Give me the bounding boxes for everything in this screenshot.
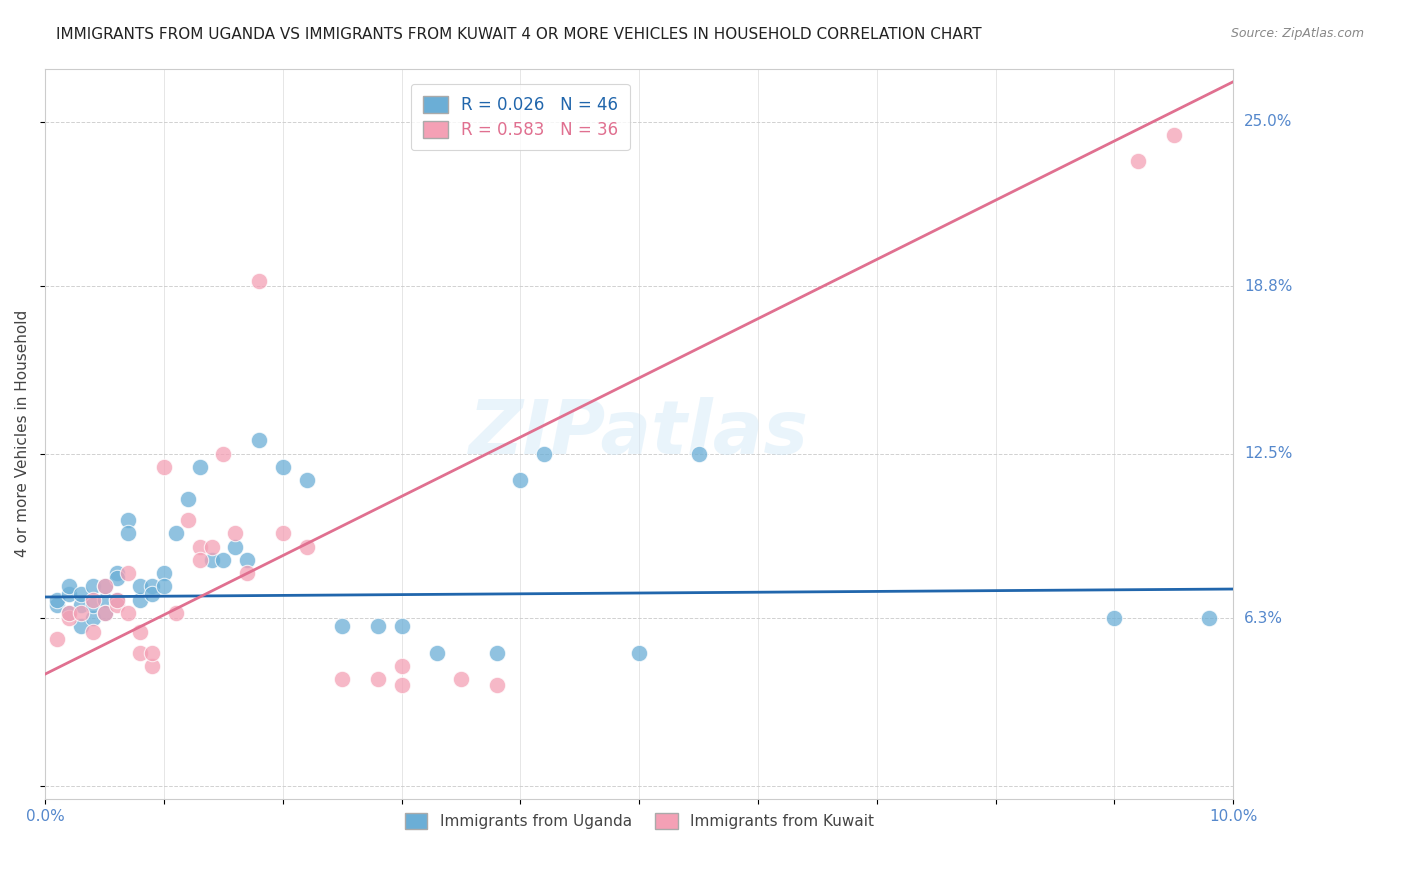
Point [271, 526, 294, 541]
Point [391, 659, 413, 673]
Point [153, 459, 176, 474]
Point [188, 553, 211, 567]
Point [82, 579, 104, 593]
Point [1198, 611, 1220, 625]
Point [165, 606, 187, 620]
Point [105, 592, 128, 607]
Point [93, 592, 115, 607]
Point [141, 646, 163, 660]
Point [247, 434, 270, 448]
Point [129, 579, 152, 593]
Point [628, 646, 651, 660]
Point [70, 598, 93, 612]
Legend: Immigrants from Uganda, Immigrants from Kuwait: Immigrants from Uganda, Immigrants from … [398, 806, 880, 835]
Point [367, 619, 389, 633]
Point [224, 526, 246, 541]
Point [367, 673, 389, 687]
Point [82, 611, 104, 625]
Point [129, 646, 152, 660]
Point [93, 606, 115, 620]
Point [58, 587, 80, 601]
Point [117, 513, 139, 527]
Point [58, 611, 80, 625]
Point [93, 579, 115, 593]
Point [688, 447, 710, 461]
Point [1163, 128, 1185, 142]
Text: IMMIGRANTS FROM UGANDA VS IMMIGRANTS FROM KUWAIT 4 OR MORE VEHICLES IN HOUSEHOLD: IMMIGRANTS FROM UGANDA VS IMMIGRANTS FRO… [56, 27, 981, 42]
Point [82, 624, 104, 639]
Point [105, 592, 128, 607]
Point [485, 646, 508, 660]
Point [105, 598, 128, 612]
Point [93, 606, 115, 620]
Point [70, 606, 93, 620]
Point [485, 678, 508, 692]
Text: ZIPatlas: ZIPatlas [470, 397, 810, 470]
Point [533, 447, 555, 461]
Point [236, 553, 259, 567]
Point [70, 619, 93, 633]
Text: 18.8%: 18.8% [1244, 279, 1292, 293]
Point [509, 473, 531, 487]
Point [93, 579, 115, 593]
Point [271, 459, 294, 474]
Point [1104, 611, 1126, 625]
Text: 6.3%: 6.3% [1244, 611, 1284, 626]
Point [330, 673, 353, 687]
Point [58, 606, 80, 620]
Point [330, 619, 353, 633]
Point [117, 526, 139, 541]
Text: Source: ZipAtlas.com: Source: ZipAtlas.com [1230, 27, 1364, 40]
Point [117, 606, 139, 620]
Point [295, 473, 318, 487]
Point [105, 571, 128, 585]
Point [141, 579, 163, 593]
Point [224, 540, 246, 554]
Point [200, 553, 222, 567]
Point [117, 566, 139, 580]
Point [82, 592, 104, 607]
Point [70, 587, 93, 601]
Point [129, 624, 152, 639]
Point [141, 587, 163, 601]
Point [105, 566, 128, 580]
Point [82, 598, 104, 612]
Text: 25.0%: 25.0% [1244, 114, 1292, 129]
Point [129, 592, 152, 607]
Text: 12.5%: 12.5% [1244, 446, 1292, 461]
Point [177, 491, 200, 506]
Point [46, 598, 69, 612]
Y-axis label: 4 or more Vehicles in Household: 4 or more Vehicles in Household [15, 310, 30, 558]
Point [295, 540, 318, 554]
Point [391, 619, 413, 633]
Point [188, 540, 211, 554]
Point [200, 540, 222, 554]
Point [46, 632, 69, 647]
Point [188, 459, 211, 474]
Point [212, 553, 235, 567]
Point [153, 579, 176, 593]
Point [165, 526, 187, 541]
Point [141, 659, 163, 673]
Point [426, 646, 449, 660]
Point [46, 592, 69, 607]
Point [58, 579, 80, 593]
Point [212, 447, 235, 461]
Point [247, 274, 270, 288]
Point [153, 566, 176, 580]
Point [177, 513, 200, 527]
Point [450, 673, 472, 687]
Point [236, 566, 259, 580]
Point [391, 678, 413, 692]
Point [1126, 154, 1149, 169]
Point [58, 606, 80, 620]
